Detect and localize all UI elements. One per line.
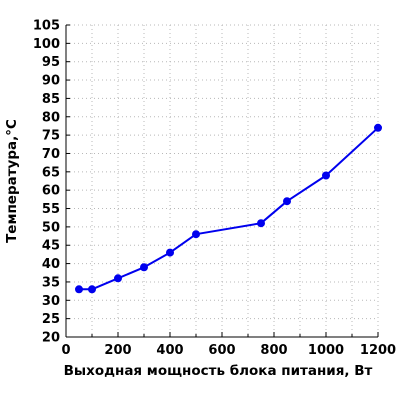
y-tick-label: 70 [42,147,60,162]
data-point [166,248,174,257]
x-tick-label: 800 [260,343,287,358]
y-tick-label: 75 [42,129,60,144]
y-tick-label: 90 [42,74,60,89]
grid [66,24,379,337]
y-axis-title: Температура,°C [4,119,20,243]
y-tick-label: 100 [33,37,60,52]
x-tick-label: 0 [61,343,70,358]
data-point [192,230,200,239]
y-tick-label: 95 [42,55,60,70]
data-point [88,285,96,294]
y-tick-label: 45 [42,239,60,254]
data-point [114,274,122,283]
tick-marks [65,24,379,338]
data-point [75,285,83,294]
y-tick-label: 35 [42,275,60,290]
x-tick-label: 1200 [360,343,396,358]
y-tick-label: 65 [42,165,60,180]
y-tick-label: 85 [42,92,60,107]
y-tick-label: 80 [42,110,60,125]
y-tick-label: 20 [42,331,60,346]
y-tick-label: 60 [42,184,60,199]
x-tick-label: 200 [104,343,131,358]
data-point [140,263,148,272]
x-tick-label: 600 [208,343,235,358]
series [75,123,382,294]
data-point [257,219,265,228]
tick-labels: 20 25 30 35 40 45 50 55 60 65 70 75 80 85 90 95 100 105 0 2… [33,19,396,359]
y-tick-label: 30 [42,294,60,309]
data-point [283,197,291,206]
y-tick-label: 40 [42,257,60,272]
data-point [322,171,330,180]
y-tick-label: 105 [33,19,60,34]
x-tick-label: 1000 [308,343,344,358]
series-line [79,127,379,291]
y-tick-label: 25 [42,312,60,327]
x-tick-label: 400 [156,343,183,358]
x-axis-title: Выходная мощность блока питания, Вт [64,363,373,379]
y-tick-label: 55 [42,202,60,217]
y-tick-label: 50 [42,220,60,235]
data-point [374,123,382,132]
